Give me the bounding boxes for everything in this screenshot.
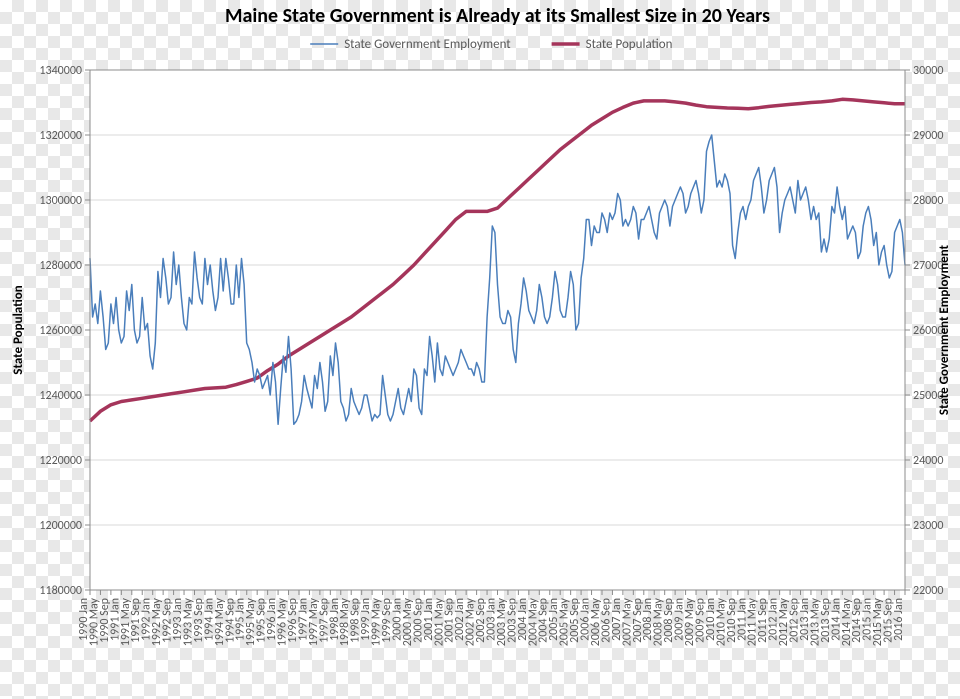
y-tick-label-right: 22000 [913, 584, 943, 598]
y-tick-label-left: 1260000 [39, 324, 82, 338]
y-tick-label-right: 24000 [913, 454, 943, 468]
y-tick-label-left: 1240000 [39, 389, 82, 403]
y-tick-label-left: 1320000 [39, 129, 82, 143]
y-tick-label-left: 1280000 [39, 259, 82, 273]
chart-title: Maine State Government is Already at its… [225, 4, 770, 28]
y-axis-label-left: State Population [11, 285, 26, 374]
chart-container: 1180000 1200000 1220000 1240000 1260000 12800… [0, 0, 960, 699]
y-tick-label-right: 29000 [913, 129, 943, 143]
y-tick-label-left: 1220000 [39, 454, 82, 468]
y-tick-label-right: 23000 [913, 519, 943, 533]
y-tick-label-left: 1180000 [39, 584, 82, 598]
y-tick-label-right: 30000 [913, 64, 943, 78]
x-tick-label: 2016 Jan [892, 598, 906, 641]
y-tick-label-right: 28000 [913, 194, 943, 208]
legend-label: State Population [586, 37, 673, 52]
y-axis-label-right: State Government Employment [937, 244, 952, 415]
y-tick-label-left: 1340000 [39, 64, 82, 78]
y-tick-label-left: 1200000 [39, 519, 82, 533]
y-tick-label-left: 1300000 [39, 194, 82, 208]
chart-svg: 1180000 1200000 1220000 1240000 1260000 12800… [0, 0, 960, 699]
legend-label: State Government Employment [344, 37, 511, 52]
